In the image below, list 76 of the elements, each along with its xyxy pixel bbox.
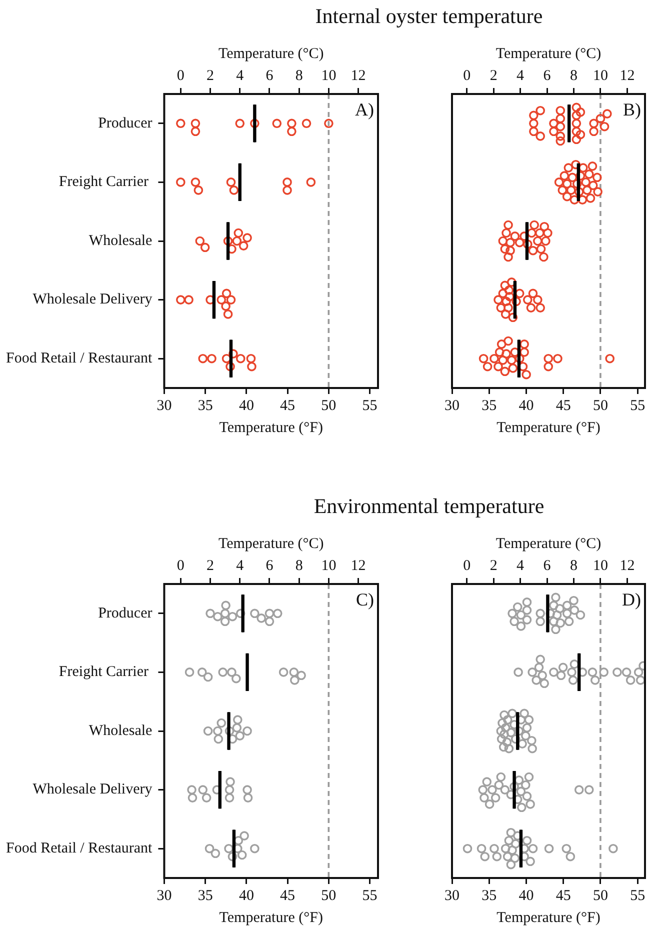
x-tick-label: 40 <box>518 888 534 904</box>
x2-tick-label: 2 <box>206 68 214 84</box>
x-tick-label: 30 <box>156 888 172 904</box>
x2-tick-label: 8 <box>570 68 578 84</box>
annotation: A) <box>355 100 374 120</box>
x2-tick-label: 4 <box>236 558 244 574</box>
y-tick-label: Wholesale Delivery <box>32 782 153 798</box>
x-tick-label: 40 <box>238 398 254 414</box>
x2-tick-label: 12 <box>620 558 635 574</box>
x2-tick-label: 2 <box>490 68 498 84</box>
x2-tick-label: 4 <box>516 68 525 84</box>
x-tick-label: 35 <box>198 398 213 414</box>
x-tick-label: 55 <box>362 888 378 904</box>
x2-tick-label: 10 <box>321 558 336 574</box>
x-tick-label: 50 <box>592 398 608 414</box>
x2-tick-label: 6 <box>543 68 552 84</box>
y-tick-label: Wholesale Delivery <box>32 292 153 308</box>
x2-tick-label: 12 <box>350 558 366 574</box>
annotation: D) <box>622 590 641 610</box>
x-tick-label: 45 <box>556 888 571 904</box>
x2-tick-label: 0 <box>176 68 184 84</box>
y-tick-label: Producer <box>98 605 152 622</box>
x2-tick-label: 8 <box>570 558 578 574</box>
text: Environmental temperature <box>312 494 546 519</box>
x2-tick-label: 4 <box>236 68 244 84</box>
text: Internal oyster temperature <box>314 4 544 29</box>
x2-tick-label: 12 <box>350 68 366 84</box>
y-tick-label: Food Retail / Restaurant <box>6 350 154 367</box>
x-tick-label: 40 <box>238 888 254 904</box>
x-axis-title: Temperature (°F) <box>219 420 323 436</box>
x-tick-label: 50 <box>321 888 336 904</box>
annotation: B) <box>623 100 642 120</box>
x-tick-label: 55 <box>630 398 646 414</box>
x2-axis-title: Temperature (°C) <box>218 536 324 552</box>
x-tick-label: 45 <box>280 888 296 904</box>
x2-tick-label: 0 <box>176 558 184 574</box>
x-tick-label: 45 <box>556 398 571 414</box>
x2-tick-label: 10 <box>592 68 608 84</box>
x2-tick-label: 6 <box>543 558 552 574</box>
x2-tick-label: 4 <box>516 558 525 574</box>
x2-axis-title: Temperature (°C) <box>496 536 602 552</box>
x2-tick-label: 2 <box>206 558 214 574</box>
x2-tick-label: 10 <box>592 558 608 574</box>
y-tick-label: Food Retail / Restaurant <box>6 840 154 857</box>
x2-tick-label: 12 <box>620 68 635 84</box>
x2-tick-label: 10 <box>321 68 336 84</box>
x-tick-label: 55 <box>630 888 646 904</box>
x2-axis-title: Temperature (°C) <box>218 46 324 62</box>
x2-tick-label: 6 <box>266 68 274 84</box>
x-tick-label: 55 <box>362 398 378 414</box>
x2-axis-title: Temperature (°C) <box>496 46 602 62</box>
x2-tick-label: 0 <box>463 68 471 84</box>
x-tick-label: 30 <box>444 398 460 414</box>
x-tick-label: 35 <box>482 398 497 414</box>
x-tick-label: 30 <box>156 398 172 414</box>
x-tick-label: 35 <box>198 888 213 904</box>
x2-tick-label: 8 <box>295 68 303 84</box>
x-tick-label: 35 <box>482 888 497 904</box>
x-axis-title: Temperature (°F) <box>496 420 600 436</box>
y-tick-label: Freight Carrier <box>58 664 152 680</box>
x-axis-title: Temperature (°F) <box>219 910 323 926</box>
x2-tick-label: 0 <box>463 558 471 574</box>
y-tick-label: Freight Carrier <box>58 174 152 190</box>
x-axis-title: Temperature (°F) <box>496 910 600 926</box>
x-tick-label: 50 <box>321 398 336 414</box>
x-tick-label: 50 <box>592 888 608 904</box>
y-tick-label: Producer <box>98 115 152 132</box>
annotation: C) <box>356 590 374 610</box>
x2-tick-label: 6 <box>266 558 274 574</box>
x2-tick-label: 8 <box>295 558 303 574</box>
y-tick-label: Wholesale <box>88 722 153 739</box>
x-tick-label: 40 <box>518 398 534 414</box>
x-tick-label: 30 <box>444 888 460 904</box>
y-tick-label: Wholesale <box>88 232 153 249</box>
x2-tick-label: 2 <box>490 558 498 574</box>
x-tick-label: 45 <box>280 398 296 414</box>
